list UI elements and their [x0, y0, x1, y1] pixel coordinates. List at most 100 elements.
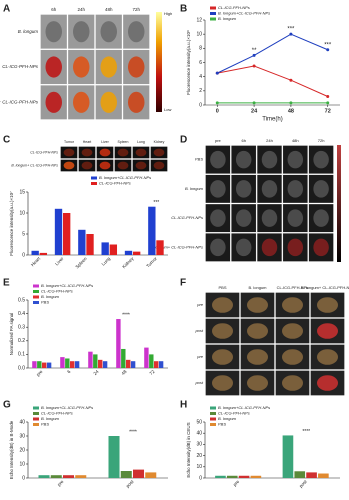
legend-swatch	[33, 284, 39, 288]
y-tick-label: 5	[22, 231, 25, 237]
bar	[75, 475, 87, 478]
image-content	[247, 375, 268, 391]
bar	[86, 234, 94, 255]
row-label: CL-ICG-PFH-NPs	[30, 150, 58, 154]
row-label: B. longum+ CL-ICG-PFH-NPs	[0, 100, 39, 105]
legend-label: CL-ICG-PFH-NPs	[99, 181, 131, 186]
annotation: ****	[302, 429, 310, 435]
column-label: Spleen	[118, 140, 129, 144]
image-content	[287, 180, 304, 198]
bar	[70, 361, 75, 368]
column-label: 24h	[266, 138, 273, 143]
image-content	[128, 21, 145, 43]
image-tile	[122, 49, 150, 85]
column-label: pre	[215, 138, 222, 143]
image-content	[313, 209, 329, 227]
image-content	[117, 161, 129, 170]
panel-letter: D	[180, 135, 187, 146]
bar	[38, 475, 50, 478]
y-tick-label: 30	[196, 442, 202, 448]
column-label: B. longum+ CL-ICG-PFH-NPs	[301, 285, 349, 290]
row-label: pre	[196, 354, 204, 359]
image-content	[99, 148, 111, 157]
image-content	[212, 349, 233, 365]
image-tile	[275, 318, 310, 344]
image-content	[210, 238, 226, 257]
legend-label: B. longum+CL-ICG-PFH-NPs	[99, 175, 151, 180]
column-label: Tumor	[64, 140, 75, 144]
image-content	[63, 161, 75, 170]
bar	[116, 319, 121, 368]
legend-label: PBS	[41, 300, 49, 305]
y-tick-label: 40	[19, 419, 25, 425]
image-content	[45, 91, 62, 113]
x-tick-label: Heart	[30, 255, 42, 267]
row-label: B. longum+ CL-ICG-PFH-NPs	[150, 244, 203, 249]
column-label: Liver	[101, 140, 109, 144]
bar	[156, 240, 164, 255]
x-tick-label: 24	[251, 108, 258, 114]
data-point	[215, 71, 219, 75]
image-content	[73, 21, 90, 43]
bar	[74, 361, 80, 368]
bar	[126, 359, 131, 368]
legend-swatch	[33, 295, 39, 299]
bar	[63, 213, 71, 255]
y-tick-label: 2	[199, 88, 202, 94]
image-content	[100, 56, 117, 78]
x-tick-label: 0	[216, 108, 219, 114]
bar	[154, 361, 159, 368]
image-content	[210, 180, 226, 198]
bar	[54, 208, 63, 255]
data-point	[289, 78, 293, 82]
y-axis-label: Normalized PA signal	[9, 313, 14, 355]
bar	[130, 361, 136, 368]
image-content	[282, 349, 303, 365]
column-label: 48h	[105, 7, 113, 12]
x-axis-label: Time(h)	[262, 117, 282, 123]
legend-swatch	[210, 12, 216, 15]
bar	[145, 472, 157, 478]
image-content	[235, 238, 252, 257]
column-label: B. longum	[248, 285, 267, 290]
colorbar	[337, 145, 341, 262]
data-point	[252, 64, 256, 68]
y-tick-label: 10	[196, 31, 202, 37]
image-content	[261, 209, 278, 227]
row-label: post	[194, 380, 203, 385]
image-content	[313, 150, 329, 169]
x-tick-label: 72	[148, 369, 155, 376]
legend-label: B. longum+CL-ICG-PFH-NPs	[218, 405, 270, 410]
bar	[101, 242, 109, 255]
y-tick-label: 0.2	[18, 338, 25, 344]
bar	[60, 357, 65, 368]
image-content	[210, 150, 226, 169]
y-tick-label: 10	[196, 464, 202, 470]
y-axis-label: Echo Intensity(dB) in B-Mode	[9, 420, 14, 479]
image-content	[99, 161, 111, 170]
image-tile	[205, 344, 240, 370]
y-tick-label: 10	[19, 461, 25, 467]
column-label: 6h	[51, 7, 57, 12]
image-content	[317, 323, 338, 339]
series-line	[217, 65, 328, 97]
image-content	[235, 209, 252, 227]
legend-label: CL-ICG-PFH-NPs	[41, 411, 73, 416]
y-tick-label: 0.4	[18, 311, 25, 317]
panel-letter: A	[3, 4, 10, 15]
legend-swatch	[210, 406, 216, 410]
bar	[50, 475, 62, 478]
bar	[31, 250, 39, 255]
image-content	[261, 238, 278, 257]
legend-swatch	[33, 301, 39, 304]
image-content	[73, 91, 90, 113]
bar	[294, 471, 306, 478]
column-label: Lung	[137, 140, 145, 144]
y-tick-label: 4	[199, 74, 202, 80]
y-tick-label: 50	[196, 419, 202, 425]
image-content	[261, 150, 278, 169]
bar	[93, 354, 98, 368]
y-tick-label: 0	[199, 475, 202, 481]
data-point	[215, 101, 219, 105]
